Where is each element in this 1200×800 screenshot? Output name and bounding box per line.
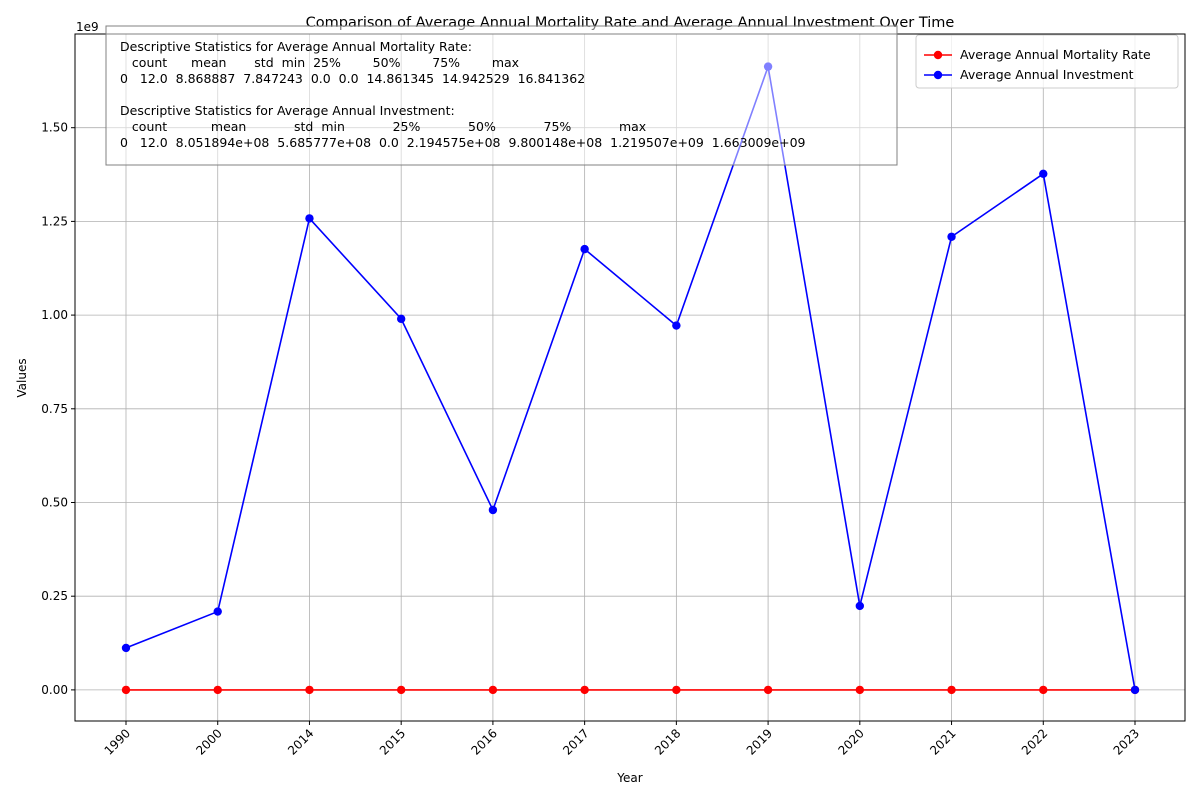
y-tick-label: 1.50 — [41, 121, 68, 135]
series-layer — [121, 62, 1140, 695]
legend-entry: Average Annual Mortality Rate — [924, 47, 1151, 62]
data-point — [580, 244, 589, 254]
legend: Average Annual Mortality Rate Average Ann… — [915, 34, 1179, 89]
data-point — [580, 685, 589, 695]
y-tick-label: 0.50 — [41, 495, 68, 509]
data-point — [488, 505, 498, 515]
data-point — [947, 232, 956, 241]
data-point — [855, 601, 865, 611]
data-point — [121, 643, 131, 653]
data-point — [1039, 169, 1048, 178]
data-point — [947, 685, 956, 695]
y-tick-label: 0.25 — [41, 589, 68, 603]
legend-marker — [933, 70, 943, 80]
series-1 — [121, 685, 1140, 695]
data-point — [763, 685, 773, 695]
y-tick-label: 0.00 — [41, 683, 68, 697]
stats-line: Descriptive Statistics for Average Annua… — [120, 103, 455, 118]
series-line — [125, 63, 1136, 691]
data-point — [305, 685, 314, 695]
data-point — [305, 214, 314, 223]
series-2 — [121, 62, 1140, 695]
legend-frame — [915, 34, 1179, 89]
data-point — [672, 321, 681, 330]
data-point — [396, 314, 406, 324]
y-tick-label: 0.75 — [41, 402, 68, 416]
data-point — [1130, 685, 1140, 695]
stats-line: 0 12.0 8.868887 7.847243 0.0 0.0 14.8613… — [120, 71, 585, 86]
stats-box-frame — [105, 25, 898, 166]
legend-marker — [933, 50, 943, 60]
data-point — [488, 685, 498, 695]
data-point — [855, 685, 865, 695]
data-point — [1039, 685, 1048, 695]
legend-label: Average Annual Investment — [960, 67, 1134, 82]
legend-label: Average Annual Mortality Rate — [960, 47, 1151, 62]
y-tick-label: 1.25 — [41, 214, 68, 228]
data-point — [396, 685, 406, 695]
data-point — [213, 607, 222, 616]
stats-line: Descriptive Statistics for Average Annua… — [120, 39, 472, 54]
data-point — [213, 685, 222, 695]
x-axis-label: Year — [616, 771, 642, 785]
y-tick-label: 1.00 — [41, 308, 68, 322]
stats-line: count mean std min 25% 50% 75% max — [120, 55, 519, 70]
data-point — [672, 685, 681, 695]
stats-line: count mean std min 25% 50% 75% max — [120, 119, 646, 134]
y-scale-label: 1e9 — [76, 20, 99, 34]
stats-line: 0 12.0 8.051894e+08 5.685777e+08 0.0 2.1… — [120, 135, 806, 150]
data-point — [121, 685, 131, 695]
stats-annotation-box: Descriptive Statistics for Average Annua… — [105, 25, 898, 166]
legend-entry: Average Annual Investment — [924, 67, 1134, 82]
y-axis-label: Values — [15, 358, 29, 397]
